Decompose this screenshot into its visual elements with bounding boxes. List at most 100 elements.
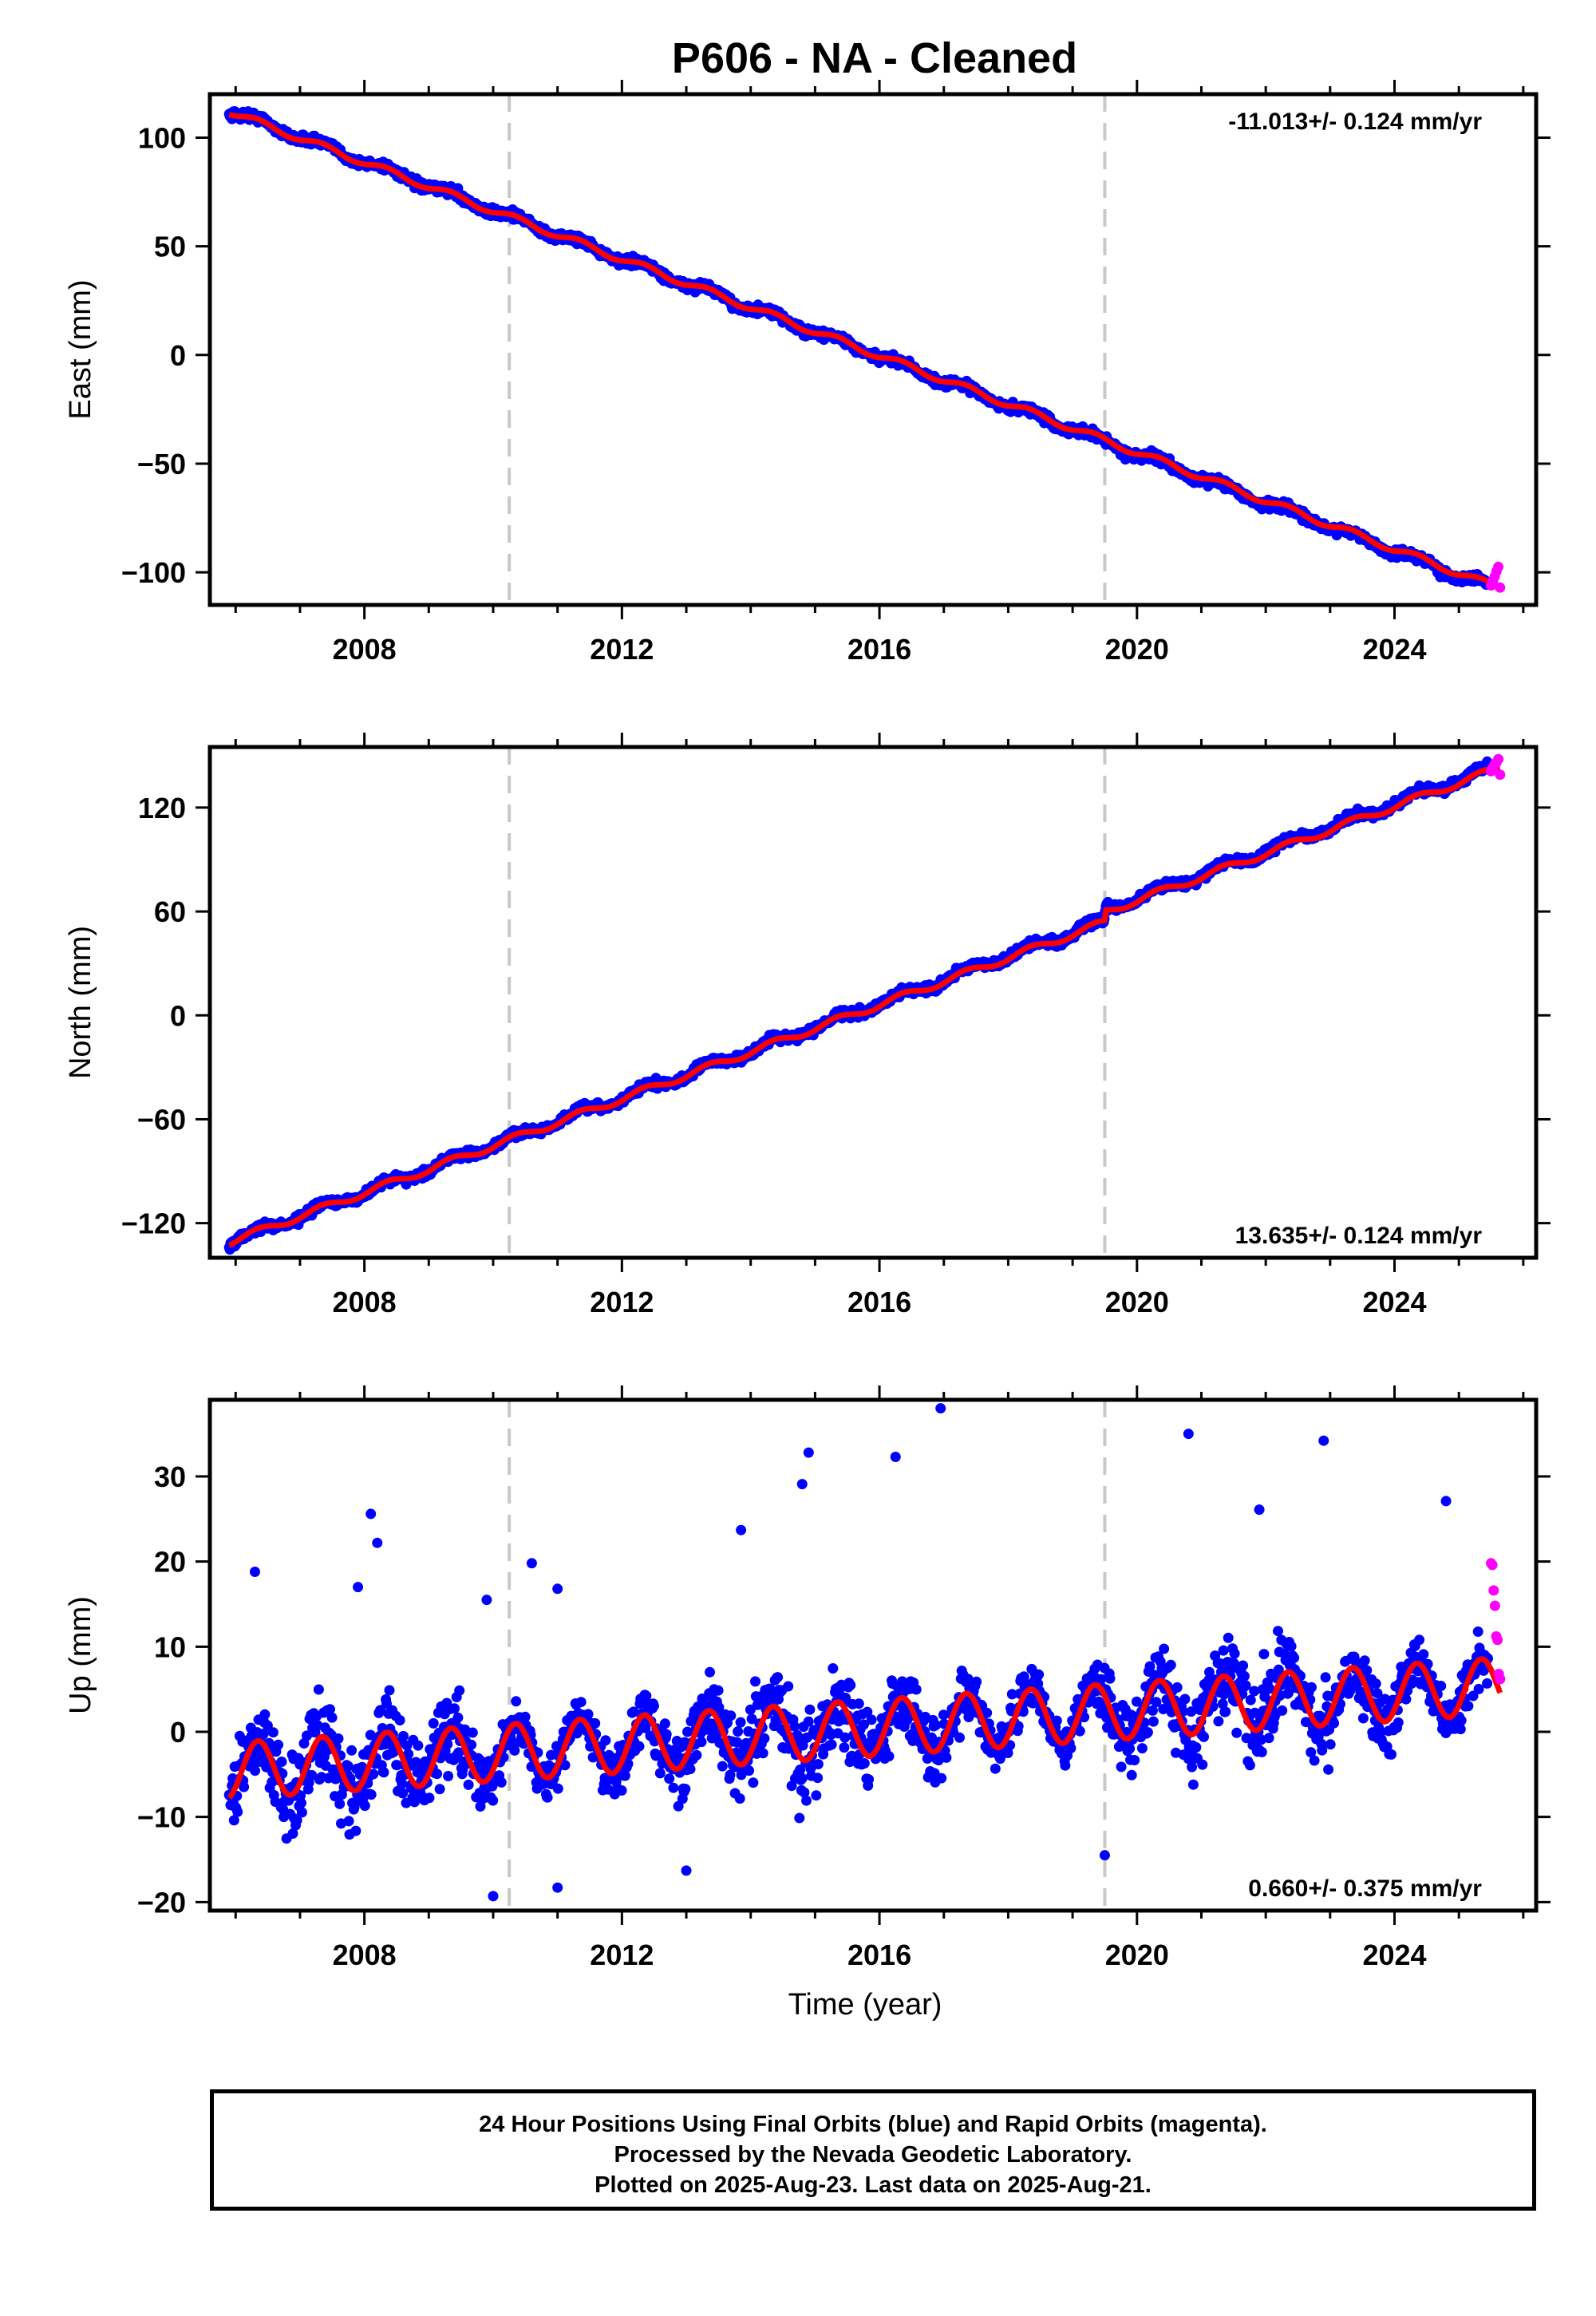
- east-y-tick-label: −100: [121, 556, 186, 589]
- up-final-point: [757, 1748, 768, 1759]
- up-final-point: [664, 1773, 675, 1784]
- up-final-point: [648, 1701, 659, 1712]
- up-final-point: [413, 1740, 424, 1751]
- up-final-point: [250, 1765, 261, 1777]
- north-rapid-point: [1495, 769, 1506, 781]
- up-final-point: [735, 1717, 746, 1728]
- up-final-point: [273, 1739, 284, 1750]
- north-x-tick-label: 2008: [333, 1286, 397, 1318]
- up-final-point: [616, 1785, 627, 1796]
- up-final-point: [346, 1745, 358, 1756]
- up-final-point: [394, 1715, 405, 1725]
- up-final-point: [812, 1759, 824, 1769]
- up-final-point: [845, 1680, 856, 1690]
- up-final-point: [772, 1672, 784, 1683]
- north-x-tick-label: 2020: [1105, 1286, 1169, 1318]
- up-final-point: [826, 1739, 837, 1750]
- up-final-point: [717, 1761, 728, 1772]
- up-final-point: [334, 1798, 346, 1809]
- up-final-point: [511, 1696, 522, 1707]
- up-final-point: [552, 1783, 563, 1794]
- north-plot-area: [223, 747, 1506, 1258]
- up-final-point: [783, 1681, 794, 1692]
- up-final-point: [828, 1663, 839, 1674]
- east-y-tick-label: −50: [137, 448, 186, 480]
- up-final-point: [542, 1792, 553, 1803]
- up-final-point: [685, 1764, 696, 1775]
- up-final-point: [463, 1779, 474, 1790]
- up-final-point: [443, 1771, 454, 1781]
- east-rate-label: -11.013+/- 0.124 mm/yr: [1228, 109, 1482, 135]
- up-final-point: [239, 1781, 250, 1792]
- up-final-point: [705, 1666, 715, 1678]
- east-x-tick-label: 2024: [1362, 633, 1426, 666]
- up-final-point: [811, 1790, 822, 1801]
- up-plot-area: [223, 1400, 1506, 1911]
- up-final-point: [1033, 1669, 1045, 1680]
- east-x-tick-label: 2016: [847, 633, 911, 666]
- up-final-point: [725, 1710, 737, 1721]
- up-final-point: [839, 1742, 850, 1753]
- up-final-point: [575, 1697, 587, 1708]
- up-final-point: [759, 1733, 770, 1744]
- up-final-point: [326, 1712, 338, 1723]
- page-title: P606 - NA - Cleaned: [671, 34, 1078, 82]
- up-final-point: [424, 1792, 435, 1804]
- north-x-tick-label: 2016: [847, 1286, 911, 1318]
- north-rate-label: 13.635+/- 0.124 mm/yr: [1235, 1223, 1483, 1249]
- up-final-point: [668, 1782, 679, 1793]
- up-final-orbit-points: [223, 1403, 1493, 1902]
- north-y-tick-label: 0: [170, 999, 186, 1032]
- north-y-tick-label: 60: [154, 895, 186, 928]
- up-final-point: [232, 1806, 243, 1817]
- up-final-point: [691, 1749, 702, 1761]
- north-y-axis-label: North (mm): [64, 926, 97, 1079]
- up-final-point: [397, 1778, 408, 1789]
- up-final-point: [1060, 1760, 1071, 1771]
- up-final-point: [954, 1732, 965, 1743]
- north-x-tick-label: 2024: [1362, 1286, 1426, 1318]
- up-final-point: [971, 1676, 982, 1687]
- up-final-point: [488, 1795, 499, 1806]
- up-final-point: [634, 1741, 645, 1752]
- east-y-tick-label: 0: [170, 339, 186, 372]
- up-final-point: [941, 1752, 952, 1763]
- up-final-point: [600, 1735, 611, 1746]
- east-rapid-orbit-points: [1486, 561, 1506, 593]
- north-y-tick-label: −60: [137, 1103, 186, 1136]
- up-final-point: [434, 1784, 445, 1795]
- east-x-tick-label: 2012: [590, 633, 654, 666]
- north-x-tick-label: 2012: [590, 1286, 654, 1318]
- up-final-point: [583, 1709, 594, 1720]
- up-final-point: [343, 1816, 354, 1827]
- up-final-point: [659, 1718, 670, 1729]
- up-final-point: [748, 1777, 759, 1788]
- north-rapid-point: [1493, 753, 1504, 765]
- up-final-point: [428, 1717, 439, 1729]
- up-final-point: [744, 1765, 755, 1777]
- up-final-point: [276, 1757, 287, 1767]
- up-final-point: [696, 1737, 707, 1748]
- up-final-point: [1065, 1743, 1077, 1753]
- north-y-tick-label: 120: [138, 792, 186, 824]
- up-final-point: [267, 1727, 279, 1738]
- up-final-point: [853, 1698, 864, 1709]
- up-final-point: [734, 1793, 745, 1804]
- up-final-point: [713, 1685, 724, 1696]
- east-rapid-point: [1493, 561, 1504, 572]
- up-final-point: [296, 1797, 306, 1808]
- up-final-point: [804, 1704, 816, 1715]
- up-final-point: [452, 1712, 464, 1723]
- east-y-tick-label: 100: [138, 121, 186, 154]
- up-final-point: [796, 1773, 808, 1784]
- up-final-point: [259, 1709, 271, 1720]
- east-plot-frame: [207, 92, 1539, 607]
- east-plot-area: [223, 94, 1506, 605]
- east-rapid-point: [1495, 582, 1506, 593]
- up-final-point: [859, 1758, 870, 1769]
- up-final-point: [398, 1730, 409, 1741]
